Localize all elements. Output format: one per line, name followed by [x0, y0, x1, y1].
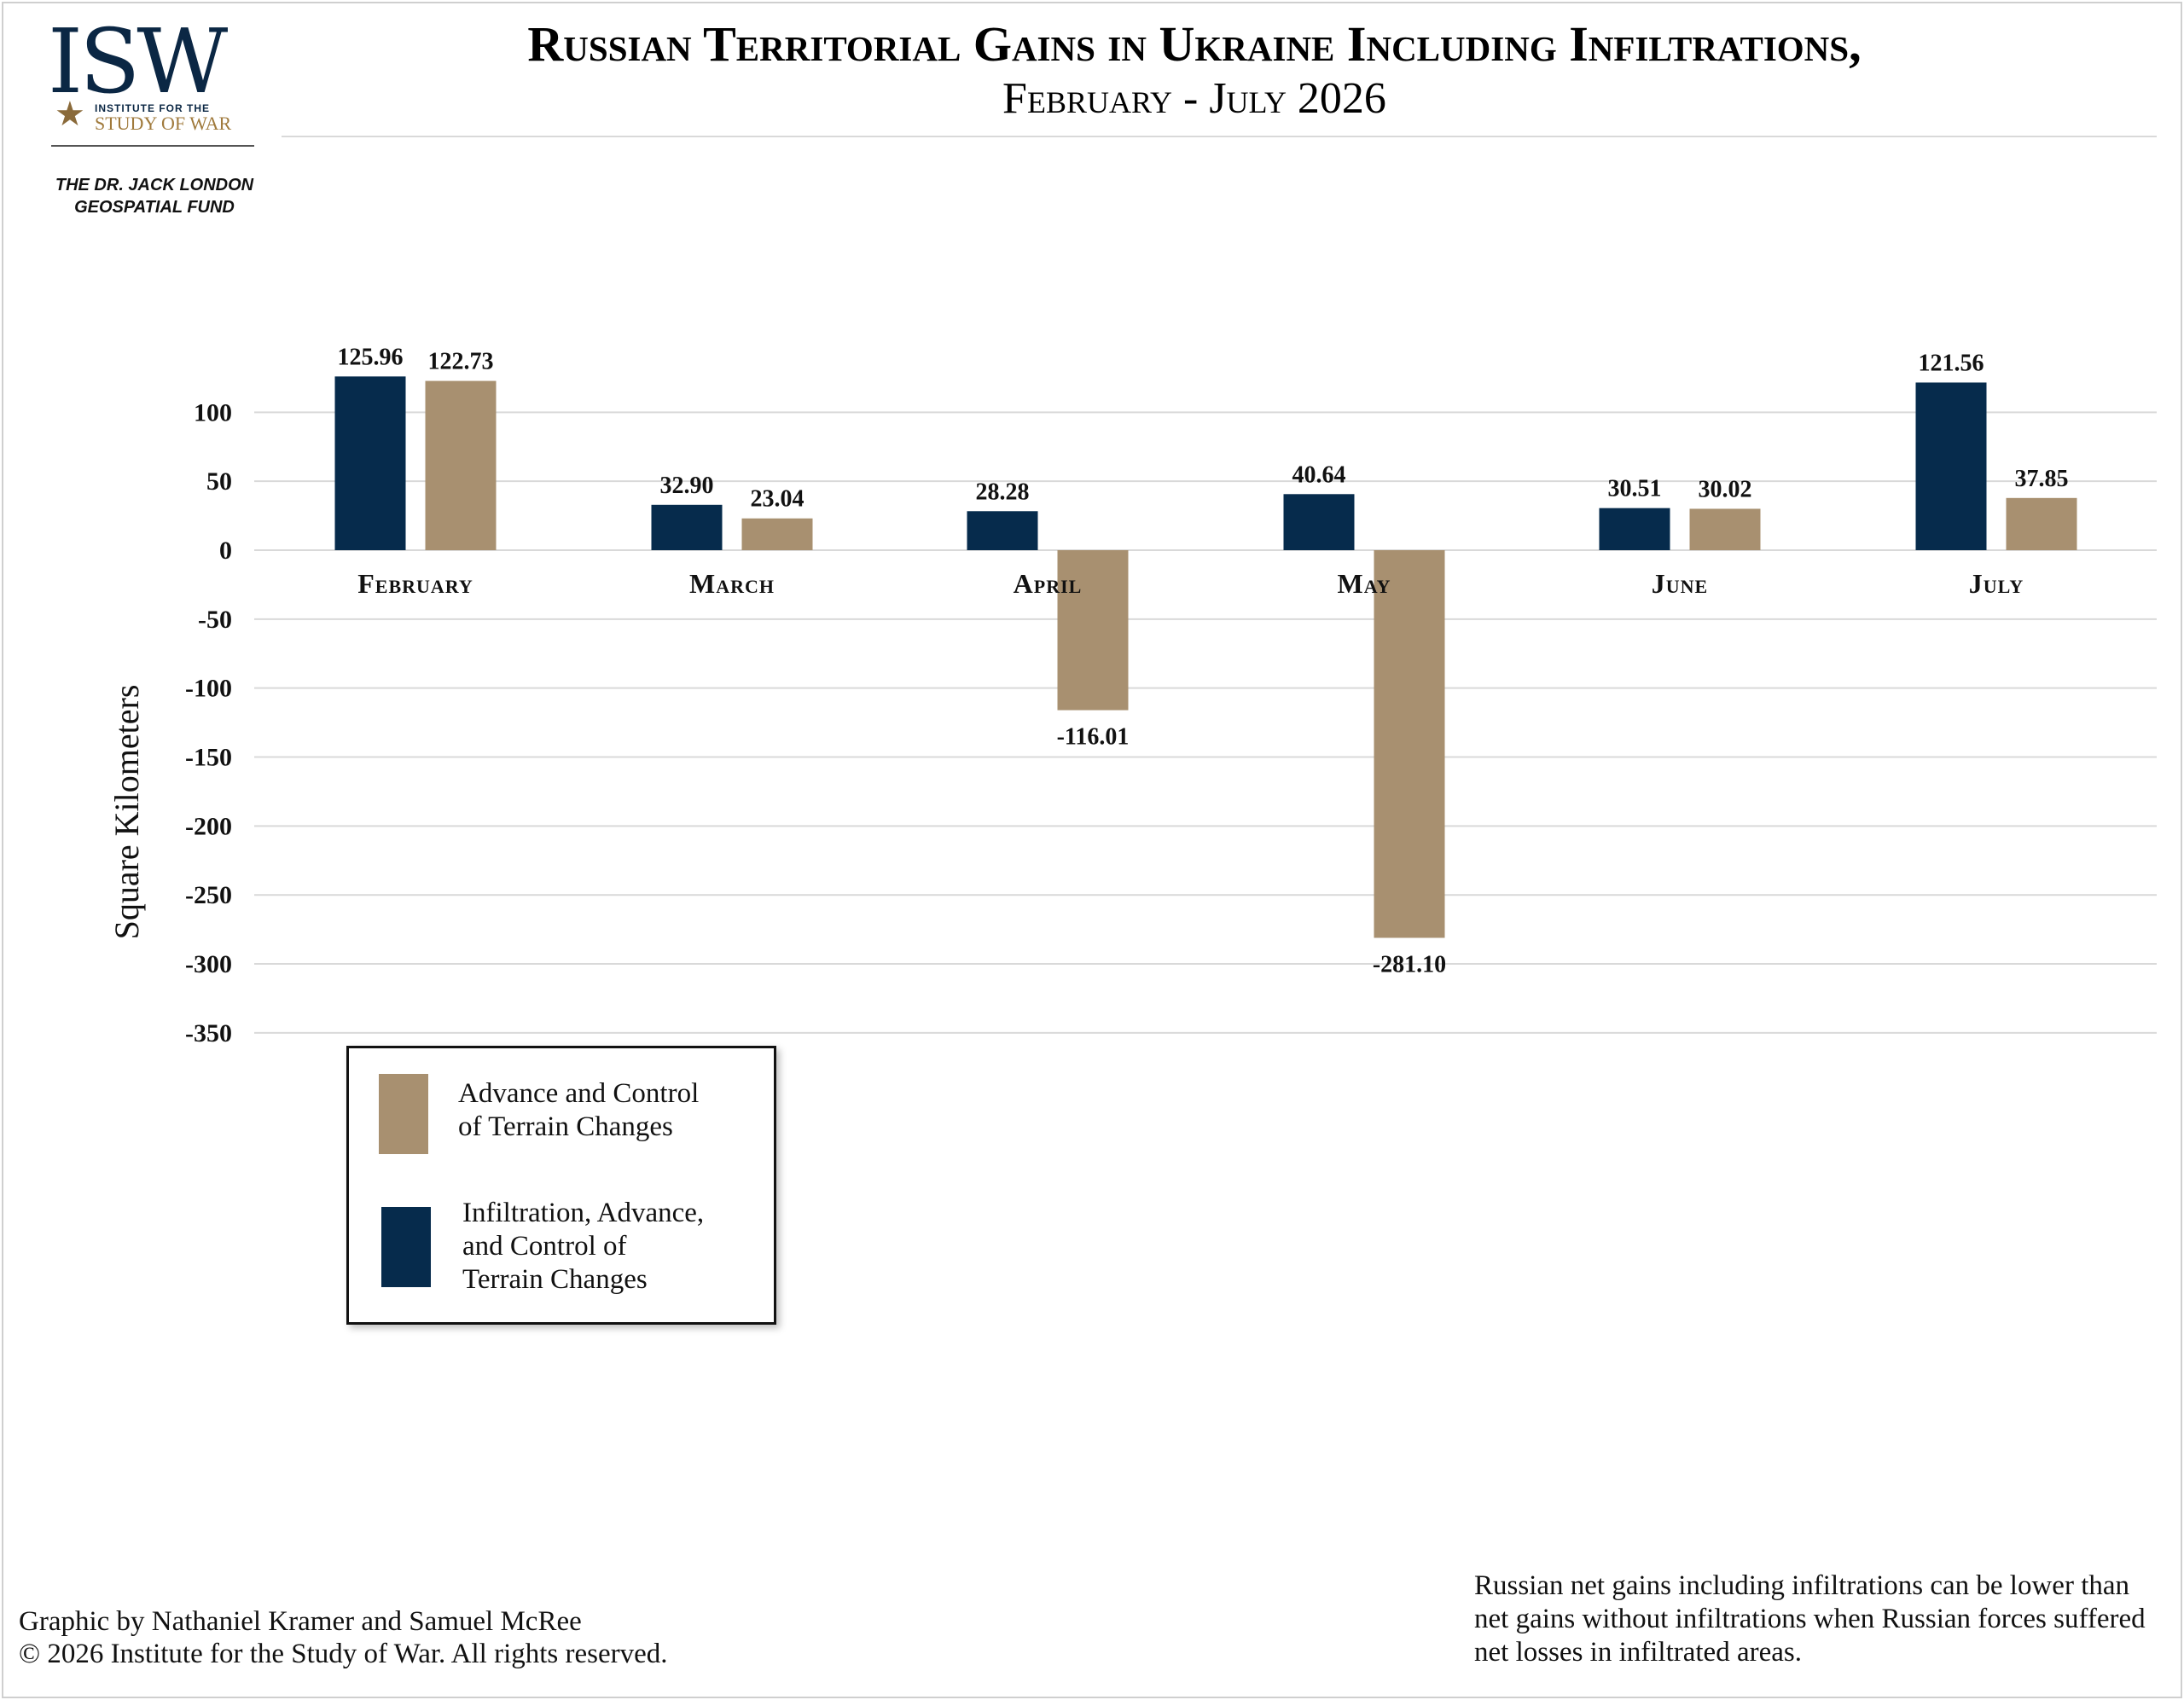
bar-advance — [741, 518, 813, 550]
data-label: 121.56 — [1919, 350, 1984, 376]
chart-title: Russian Territorial Gains in Ukraine Inc… — [527, 16, 1862, 72]
bar-infiltration — [334, 376, 406, 550]
data-label: -116.01 — [1057, 724, 1130, 751]
bar-advance — [2006, 497, 2077, 550]
fund-line-2: GEOSPATIAL FUND — [74, 198, 235, 217]
logo-line-institute: INSTITUTE FOR THE — [95, 102, 210, 114]
chart-subtitle: February - July 2026 — [1002, 74, 1386, 123]
bars — [334, 376, 2077, 938]
legend-swatch-infiltration — [381, 1207, 431, 1287]
x-category-label: April — [1014, 568, 1083, 599]
x-category-label: March — [689, 568, 775, 599]
bar-infiltration — [1599, 508, 1670, 550]
fund-line-1: THE DR. JACK LONDON — [55, 176, 254, 194]
y-tick-label: -50 — [198, 606, 232, 634]
logo-divider — [51, 145, 254, 147]
logo-fund-text: THE DR. JACK LONDON GEOSPATIAL FUND — [48, 174, 261, 218]
y-tick-label: -150 — [185, 744, 232, 772]
data-label: 28.28 — [976, 479, 1030, 505]
data-label: 125.96 — [338, 344, 404, 370]
y-tick-label: 100 — [194, 398, 232, 426]
bar-infiltration — [1915, 382, 1987, 550]
x-category-label: May — [1338, 568, 1391, 599]
data-label: 23.04 — [751, 486, 804, 513]
data-label: 30.51 — [1608, 476, 1662, 502]
x-axis-categories: February March April May June July — [357, 568, 2024, 599]
credit-text: Graphic by Nathaniel Kramer and Samuel M… — [19, 1605, 668, 1670]
x-category-label: June — [1652, 568, 1708, 599]
y-tick-label: -100 — [185, 675, 232, 703]
bar-advance — [1057, 550, 1129, 711]
y-tick-label: 0 — [219, 537, 232, 565]
chart-legend: Advance and Control of Terrain Changes I… — [346, 1046, 776, 1325]
bar-advance — [1689, 508, 1761, 550]
credit-authors: Graphic by Nathaniel Kramer and Samuel M… — [19, 1606, 582, 1637]
y-axis-label: Square Kilometers — [107, 685, 146, 940]
x-category-label: July — [1969, 568, 2024, 599]
bar-infiltration — [1283, 494, 1355, 550]
credit-copyright: © 2026 Institute for the Study of War. A… — [19, 1639, 668, 1669]
bar-advance — [425, 380, 497, 550]
y-tick-label: -350 — [185, 1019, 232, 1047]
gridlines — [254, 136, 2157, 1034]
bar-advance — [1374, 550, 1445, 938]
y-axis-ticks: 100 50 0 -50 -100 -150 -200 -250 -300 -350 — [185, 398, 232, 1047]
data-label: -281.10 — [1373, 951, 1446, 978]
legend-swatch-advance — [379, 1074, 428, 1154]
y-tick-label: -200 — [185, 812, 232, 840]
data-label: 32.90 — [660, 473, 714, 499]
data-label: 40.64 — [1292, 461, 1346, 488]
data-label: 122.73 — [428, 349, 494, 375]
star-icon: ★ — [55, 95, 85, 134]
bar-infiltration — [967, 511, 1038, 550]
data-label: 30.02 — [1699, 476, 1752, 502]
logo-line-study-of-war: STUDY OF WAR — [95, 113, 232, 134]
y-tick-label: -250 — [185, 881, 232, 909]
x-category-label: February — [357, 568, 473, 599]
y-tick-label: 50 — [206, 467, 232, 496]
y-tick-label: -300 — [185, 950, 232, 978]
data-labels: 125.96 32.90 28.28 40.64 30.51 121.56 122.73 23… — [338, 344, 2069, 978]
data-label: 37.85 — [2015, 466, 2069, 492]
logo-wordmark: ISW — [48, 9, 228, 113]
legend-label-infiltration: Infiltration, Advance, and Control of Te… — [462, 1198, 705, 1295]
legend-label-advance: Advance and Control of Terrain Changes — [458, 1078, 700, 1142]
bar-infiltration — [651, 504, 723, 550]
footnote: Russian net gains including infiltration… — [1474, 1570, 2146, 1668]
